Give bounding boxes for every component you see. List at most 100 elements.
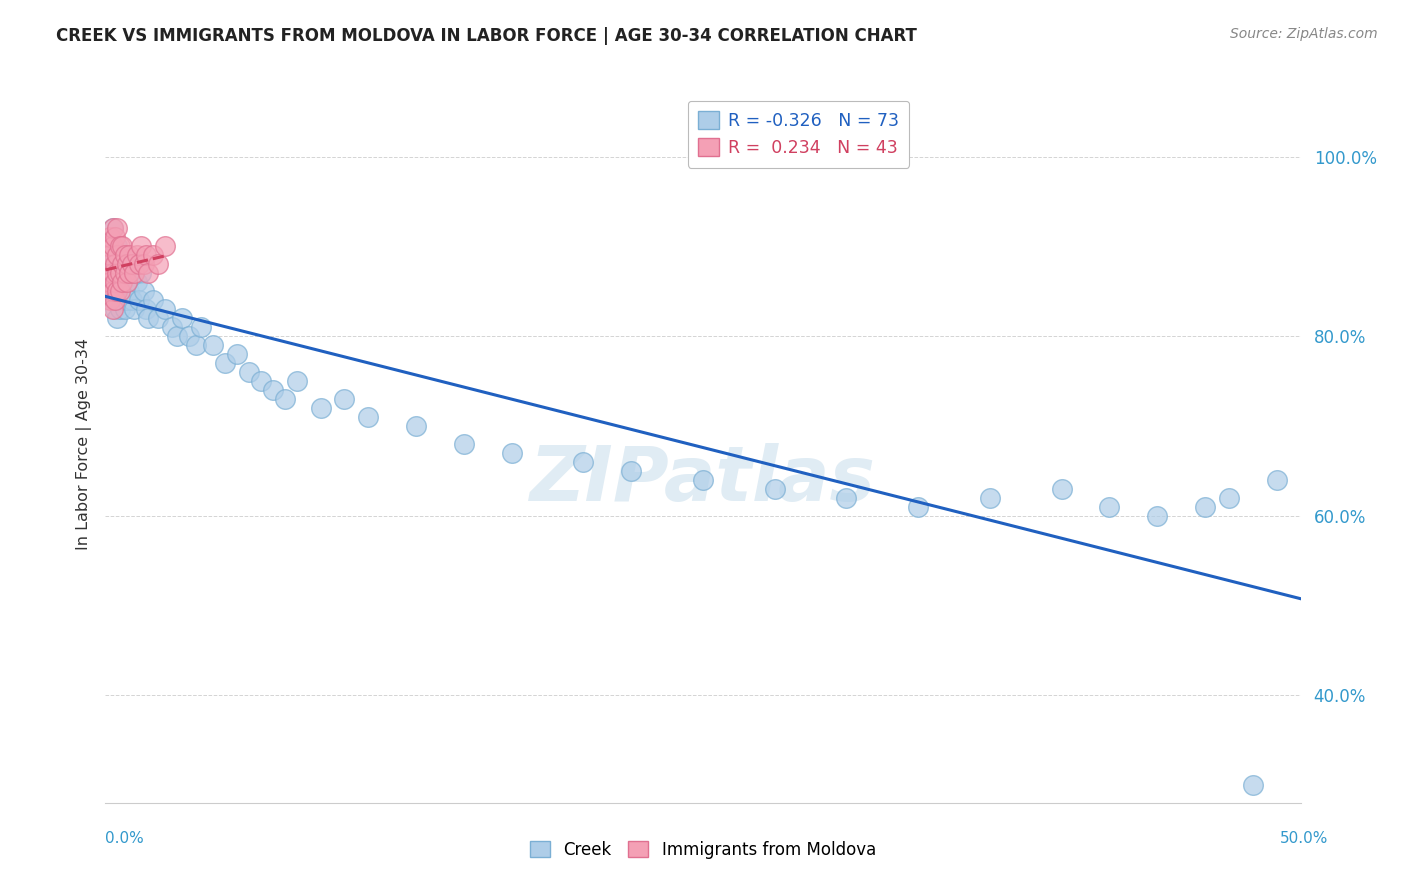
Point bbox=[97, 248, 120, 262]
Point bbox=[135, 302, 157, 317]
Point bbox=[1146, 508, 1168, 523]
Point bbox=[262, 383, 284, 397]
Point bbox=[125, 275, 148, 289]
Point bbox=[108, 302, 131, 317]
Point bbox=[763, 482, 786, 496]
Point bbox=[309, 401, 332, 415]
Point bbox=[128, 293, 150, 308]
Point bbox=[101, 221, 124, 235]
Point bbox=[98, 293, 121, 308]
Point bbox=[115, 257, 138, 271]
Point bbox=[1218, 491, 1240, 505]
Point bbox=[142, 248, 165, 262]
Point bbox=[114, 284, 136, 298]
Point bbox=[104, 275, 127, 289]
Point bbox=[1098, 500, 1121, 514]
Text: 50.0%: 50.0% bbox=[1281, 831, 1329, 846]
Point bbox=[115, 293, 138, 308]
Point bbox=[108, 284, 131, 298]
Point bbox=[132, 257, 155, 271]
Point bbox=[177, 329, 201, 343]
Point bbox=[101, 275, 124, 289]
Point bbox=[135, 248, 157, 262]
Point bbox=[225, 347, 249, 361]
Point bbox=[98, 230, 121, 244]
Point bbox=[190, 320, 212, 334]
Point bbox=[128, 257, 150, 271]
Point bbox=[101, 284, 124, 298]
Point bbox=[572, 455, 595, 469]
Point bbox=[114, 248, 136, 262]
Point bbox=[101, 239, 124, 253]
Point bbox=[111, 257, 134, 271]
Point bbox=[1194, 500, 1216, 514]
Point bbox=[122, 302, 145, 317]
Point bbox=[170, 311, 193, 326]
Legend: Creek, Immigrants from Moldova: Creek, Immigrants from Moldova bbox=[523, 835, 883, 866]
Point bbox=[186, 338, 208, 352]
Point bbox=[98, 275, 121, 289]
Point bbox=[273, 392, 295, 406]
Point bbox=[146, 257, 169, 271]
Point bbox=[620, 464, 643, 478]
Point bbox=[153, 239, 177, 253]
Point bbox=[129, 239, 153, 253]
Point bbox=[107, 284, 129, 298]
Point bbox=[1265, 473, 1288, 487]
Point bbox=[166, 329, 188, 343]
Point bbox=[162, 320, 184, 334]
Point bbox=[107, 248, 129, 262]
Point bbox=[97, 239, 120, 253]
Point bbox=[101, 248, 124, 262]
Point bbox=[835, 491, 858, 505]
Point bbox=[111, 239, 134, 253]
Point bbox=[118, 284, 141, 298]
Point bbox=[125, 248, 148, 262]
Point bbox=[121, 257, 143, 271]
Point bbox=[111, 293, 134, 308]
Point bbox=[97, 257, 120, 271]
Point bbox=[250, 374, 273, 388]
Point bbox=[104, 230, 127, 244]
Point bbox=[107, 266, 129, 280]
Point bbox=[108, 257, 131, 271]
Point bbox=[142, 293, 165, 308]
Point bbox=[238, 365, 260, 379]
Point bbox=[98, 284, 121, 298]
Point bbox=[111, 266, 134, 280]
Point bbox=[101, 221, 124, 235]
Point bbox=[121, 293, 143, 308]
Text: CREEK VS IMMIGRANTS FROM MOLDOVA IN LABOR FORCE | AGE 30-34 CORRELATION CHART: CREEK VS IMMIGRANTS FROM MOLDOVA IN LABO… bbox=[56, 27, 917, 45]
Point bbox=[98, 248, 121, 262]
Point bbox=[118, 266, 141, 280]
Y-axis label: In Labor Force | Age 30-34: In Labor Force | Age 30-34 bbox=[76, 338, 91, 549]
Point bbox=[501, 446, 523, 460]
Point bbox=[108, 275, 131, 289]
Point bbox=[107, 284, 129, 298]
Point bbox=[101, 302, 124, 317]
Text: ZIPatlas: ZIPatlas bbox=[530, 442, 876, 516]
Point bbox=[107, 266, 129, 280]
Point bbox=[1241, 778, 1264, 792]
Point bbox=[101, 293, 124, 308]
Point bbox=[114, 302, 136, 317]
Point bbox=[104, 257, 127, 271]
Point bbox=[104, 257, 127, 271]
Point bbox=[129, 266, 153, 280]
Point bbox=[108, 239, 131, 253]
Point bbox=[138, 266, 160, 280]
Point bbox=[115, 275, 138, 289]
Point bbox=[132, 284, 155, 298]
Point bbox=[98, 257, 121, 271]
Point bbox=[111, 248, 134, 262]
Point bbox=[108, 266, 131, 280]
Point bbox=[1050, 482, 1073, 496]
Point bbox=[114, 266, 136, 280]
Point bbox=[107, 239, 129, 253]
Point bbox=[405, 418, 427, 433]
Point bbox=[333, 392, 356, 406]
Point bbox=[202, 338, 225, 352]
Point bbox=[111, 275, 134, 289]
Point bbox=[692, 473, 714, 487]
Point bbox=[122, 266, 145, 280]
